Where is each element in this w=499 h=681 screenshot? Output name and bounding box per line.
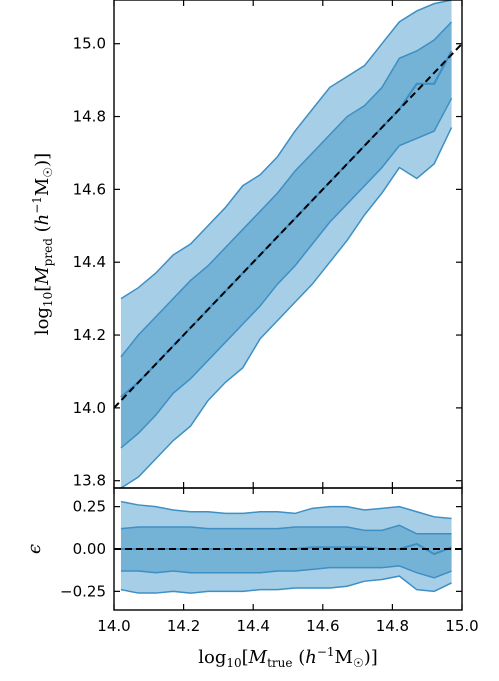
top-ytick-label: 14.8 <box>73 108 106 126</box>
top-ylabel-text: log10[Mpred (h−1M☉)] <box>30 153 55 335</box>
top-ytick-label: 14.2 <box>73 326 106 344</box>
top-ytick-label: 14.0 <box>73 399 106 417</box>
bottom-inner-band <box>120 525 452 578</box>
bottom-inner-band-upper-edge <box>120 524 452 535</box>
bottom-xtick-label: 14.8 <box>376 617 409 635</box>
bottom-outer-band-upper-edge <box>120 500 452 520</box>
bottom-ylabel-text: ϵ <box>24 544 45 554</box>
top-ytick-label: 14.6 <box>73 180 106 198</box>
top-inner-band <box>120 21 452 448</box>
top-ytick-label: 15.0 <box>73 35 106 53</box>
bottom-outer-band-lower-edge <box>120 575 452 594</box>
bottom-median-line <box>120 542 452 556</box>
x-axis-label: log10[Mtrue (h−1M☉)] <box>198 645 378 670</box>
bottom-y-axis-label: ϵ <box>24 544 45 554</box>
bottom-xtick-label: 15.0 <box>445 617 478 635</box>
top-outer-band-lower-edge <box>120 127 453 488</box>
top-panel: 13.8 14.0 14.2 14.4 14.6 14.8 15.0 log10[Mpred… <box>30 0 463 490</box>
top-inner-band-lower-edge <box>120 97 453 449</box>
bottom-xtick-label: 14.6 <box>306 617 339 635</box>
top-ytick-label: 14.4 <box>73 253 106 271</box>
top-ytick-label: 13.8 <box>73 472 106 490</box>
bottom-ytick-label: 0.25 <box>73 498 106 516</box>
top-inner-band-upper-edge <box>120 21 453 358</box>
top-outer-band-upper-edge <box>120 0 452 300</box>
bottom-xtick-label: 14.0 <box>97 617 130 635</box>
bottom-ytick-label: 0.00 <box>73 540 106 558</box>
bottom-xtick-label: 14.2 <box>167 617 200 635</box>
top-y-axis-label: log10[Mpred (h−1M☉)] <box>30 153 55 335</box>
bottom-ytick-label: −0.25 <box>60 582 106 600</box>
bottom-xtick-label: 14.4 <box>236 617 269 635</box>
top-one-to-one-reference-line <box>114 43 462 409</box>
bottom-inner-band-lower-edge <box>120 565 452 579</box>
